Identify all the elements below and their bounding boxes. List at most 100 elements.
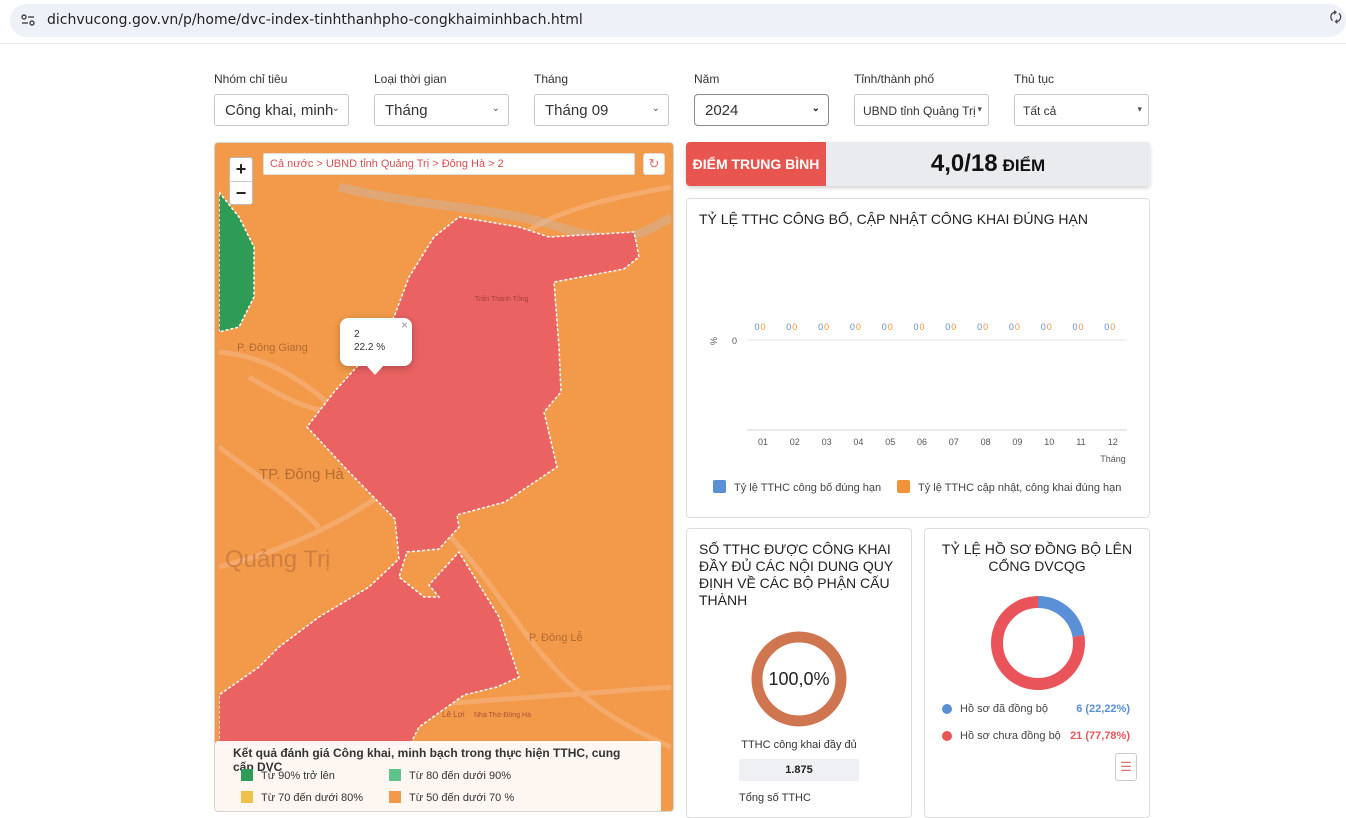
bar-value-label: 0: [786, 322, 791, 332]
filter-province: Tỉnh/thành phố UBND tỉnh Quảng Trị ▾: [854, 72, 989, 126]
refresh-icon[interactable]: ↻: [643, 153, 665, 175]
bar-value-label: 0: [792, 322, 797, 332]
procedure-select[interactable]: Tất cả ▾: [1014, 94, 1149, 126]
map-region-red[interactable]: [219, 216, 640, 748]
url-field[interactable]: dichvucong.gov.vn/p/home/dvc-index-tinht…: [10, 4, 1346, 37]
select-value: Tháng: [385, 102, 428, 119]
month-select[interactable]: Tháng 09 ⌄: [534, 94, 669, 126]
select-value: Tháng 09: [545, 102, 609, 119]
bookmark-icon[interactable]: 🗘: [1329, 9, 1343, 25]
legend-label: Tỷ lệ TTHC cập nhật, công khai đúng hạn: [918, 482, 1122, 494]
on-time-rate-card: TỶ LỆ TTHC CÔNG BỐ, CẬP NHẬT CÔNG KHAI Đ…: [686, 198, 1150, 518]
place-label: Lê Lợi: [442, 710, 465, 719]
choropleth-map[interactable]: P. Đông Giang TP. Đông Hà Quảng Trị P. Đ…: [219, 147, 671, 812]
donut-slice-unsynced[interactable]: [991, 596, 1085, 690]
filter-label: Thủ tục: [1014, 72, 1055, 86]
legend-swatch: [241, 769, 253, 781]
card-title: TỶ LỆ HỒ SƠ ĐỒNG BỘ LÊN CỔNG DVCQG: [941, 541, 1133, 574]
filter-month: Tháng Tháng 09 ⌄: [534, 72, 669, 126]
filter-indicator-group: Nhóm chỉ tiêu Công khai, minh ⌄: [214, 72, 349, 126]
indicator-group-select[interactable]: Công khai, minh ⌄: [214, 94, 349, 126]
document-icon[interactable]: ☰: [1115, 753, 1137, 781]
map-panel[interactable]: P. Đông Giang TP. Đông Hà Quảng Trị P. Đ…: [214, 142, 674, 812]
zoom-out-button[interactable]: −: [230, 181, 252, 204]
zoom-in-button[interactable]: +: [235, 159, 247, 179]
legend-item: Từ 50 đến dưới 70 %: [389, 791, 514, 804]
year-select[interactable]: 2024 ⌄: [694, 94, 829, 126]
donut-ring: [751, 631, 847, 727]
place-label: P. Đông Giang: [237, 342, 308, 354]
browser-address-bar: dichvucong.gov.vn/p/home/dvc-index-tinht…: [0, 0, 1346, 44]
place-label: Quảng Trị: [225, 546, 330, 573]
average-score-value: 4,0/18 ĐIỂM: [826, 142, 1150, 186]
x-tick-label: 03: [822, 437, 832, 447]
close-icon[interactable]: ×: [400, 318, 408, 332]
total-procedures-label: Tổng số TTHC: [739, 792, 811, 804]
bar-value-label: 0: [856, 322, 861, 332]
y-axis-label: %: [709, 337, 719, 345]
sync-donut: [991, 596, 1085, 690]
legend-swatch: [241, 791, 253, 803]
legend-label: Từ 70 đến dưới 80%: [261, 792, 364, 804]
place-label: P. Đông Lễ: [529, 631, 583, 644]
bar-value-label: 0: [1009, 322, 1014, 332]
caret-down-icon: ▾: [1137, 104, 1142, 114]
legend-value: 21 (77,78%): [1070, 730, 1130, 742]
filter-time-type: Loại thời gian Tháng ⌄: [374, 72, 509, 126]
select-value: Công khai, minh: [225, 102, 334, 119]
filter-label: Tỉnh/thành phố: [854, 72, 935, 86]
filter-year: Năm 2024 ⌄: [694, 72, 829, 126]
bar-value-label: 0: [824, 322, 829, 332]
x-tick-label: 11: [1076, 437, 1085, 447]
chevron-down-icon: ⌄: [331, 103, 340, 114]
y-tick-label: 0: [732, 336, 737, 346]
x-tick-label: 02: [790, 437, 800, 447]
bar-value-label: 0: [818, 322, 823, 332]
place-label: Nhà Thờ Đông Hà: [474, 712, 531, 719]
legend-title: Kết quả đánh giá Công khai, minh bạch tr…: [233, 746, 621, 774]
chevron-down-icon: ⌄: [811, 103, 820, 114]
popup-name: 2: [354, 329, 360, 340]
legend-item: Từ 90% trở lên: [241, 769, 335, 782]
full-disclosure-card: SỐ TTHC ĐƯỢC CÔNG KHAI ĐẦY ĐỦ CÁC NỘI DU…: [686, 528, 912, 818]
bar-value-label: 0: [1110, 322, 1115, 332]
bar-value-label: 0: [754, 322, 759, 332]
map-breadcrumb[interactable]: Cả nước > UBND tỉnh Quảng Trị > Đông Hà …: [263, 153, 635, 175]
bar-value-label: 0: [760, 322, 765, 332]
chart-legend-item[interactable]: Tỷ lệ TTHC công bố đúng hạn: [713, 480, 881, 494]
bar-value-label: 0: [1104, 322, 1109, 332]
map-region-green[interactable]: [219, 190, 255, 333]
chevron-down-icon: ⌄: [651, 103, 660, 114]
bar-value-label: 0: [1047, 322, 1052, 332]
chart-legend-item[interactable]: Tỷ lệ TTHC cập nhật, công khai đúng hạn: [897, 480, 1121, 494]
legend-item: Từ 80 đến dưới 90%: [389, 769, 511, 782]
url-text[interactable]: dichvucong.gov.vn/p/home/dvc-index-tinht…: [47, 12, 583, 28]
filter-label: Nhóm chỉ tiêu: [214, 72, 288, 86]
legend-swatch: [897, 480, 910, 493]
legend-label: Tỷ lệ TTHC công bố đúng hạn: [734, 482, 882, 494]
time-type-select[interactable]: Tháng ⌄: [374, 94, 509, 126]
sync-rate-card: TỶ LỆ HỒ SƠ ĐỒNG BỘ LÊN CỔNG DVCQG Hồ sơ…: [924, 528, 1150, 818]
bar-value-label: 0: [945, 322, 950, 332]
province-select[interactable]: UBND tỉnh Quảng Trị ▾: [854, 94, 989, 126]
sync-legend-item: Hồ sơ chưa đồng bộ 21 (77,78%): [942, 730, 1142, 742]
x-tick-label: 08: [981, 437, 991, 447]
filter-procedure: Thủ tục Tất cả ▾: [1014, 72, 1149, 126]
popup-value: 22.2 %: [354, 342, 386, 353]
bar-value-label: 0: [983, 322, 988, 332]
place-label: TP. Đông Hà: [259, 466, 344, 483]
bar-value-label: 0: [1041, 322, 1046, 332]
chevron-down-icon: ⌄: [491, 103, 500, 114]
legend-swatch: [713, 480, 726, 493]
legend-dot: [942, 731, 952, 741]
map-popup: × 2 22.2 %: [340, 318, 412, 375]
sync-legend-item: Hồ sơ đã đồng bộ 6 (22,22%): [942, 703, 1142, 715]
legend-swatch: [389, 769, 401, 781]
site-info-icon[interactable]: [20, 12, 36, 28]
x-tick-label: 12: [1108, 437, 1118, 447]
legend-label: Từ 50 đến dưới 70 %: [409, 792, 515, 804]
legend-item: Từ 70 đến dưới 80%: [241, 791, 363, 804]
bar-value-label: 0: [1015, 322, 1020, 332]
